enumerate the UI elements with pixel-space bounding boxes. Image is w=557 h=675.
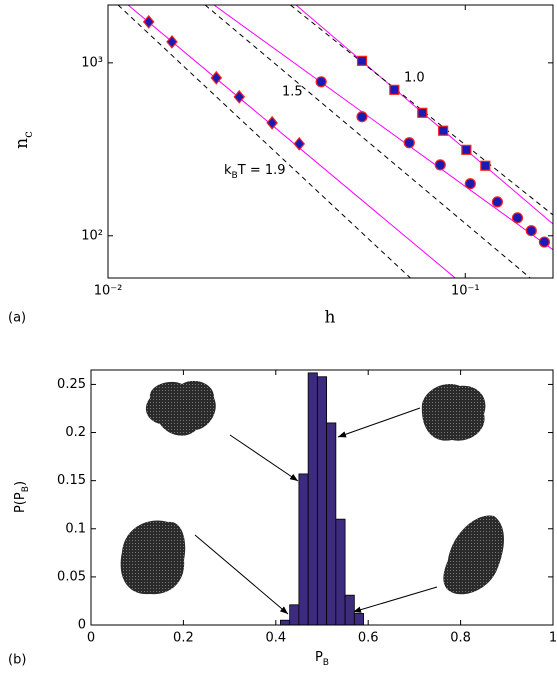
marker [166,34,178,49]
marker [464,178,476,190]
arrow [352,586,438,613]
annotation-part: T = 1.9 [237,163,286,178]
marker [525,225,537,237]
marker [417,107,428,118]
marker [511,212,524,224]
y-axis-label-part: c [21,131,35,138]
annotation-part: B [232,171,238,181]
y-axis-label-part: n [12,138,32,149]
x-tick-label: 1 [549,631,557,646]
annotation: kBT = 1.9 [224,163,286,181]
plot-area [117,5,553,278]
marker [266,115,278,130]
bar [326,422,337,625]
marker [461,144,472,155]
y-tick-label: 0.1 [65,521,86,536]
bar [353,613,364,625]
fit-line [204,5,531,278]
marker [293,136,306,151]
panel-label: (b) [8,653,26,668]
marker [389,84,400,95]
cluster-images [120,380,504,615]
marker [233,89,246,104]
axes-box [107,4,554,279]
bar [280,619,291,625]
y-axis-label-part: P(P [13,492,28,513]
x-tick-label: 0 [87,631,95,646]
plot-area [280,372,364,625]
cluster [145,380,216,436]
marker [356,55,368,66]
x-tick-label: 0.2 [173,631,194,646]
fit-line [127,5,456,278]
bar [316,376,328,625]
x-axis-label: PB [315,650,329,668]
x-axis-label-part: P [315,650,323,665]
arrow [229,434,299,482]
x-tick-label: 0.4 [265,631,286,646]
y-tick-label: 0.2 [65,425,86,440]
marker [356,111,368,123]
marker [315,76,327,88]
x-tick-label: 0.6 [358,631,379,646]
y-tick-label: 0.15 [57,473,86,488]
bar [298,473,309,625]
y-axis-label: nc [12,131,36,149]
y-tick-label: 10³ [81,55,103,70]
arrow [337,407,421,438]
y-axis-label: P(PB) [13,481,31,513]
marker [210,70,223,85]
cluster [443,515,504,595]
fit-line [213,5,553,251]
panel-label: (a) [8,311,26,326]
y-tick-label: 0 [78,618,86,633]
fit-line [117,5,411,278]
marker [434,159,446,171]
y-tick-label: 10² [81,228,103,243]
annotation: 1.0 [404,71,425,86]
x-axis-label: h [325,308,336,328]
x-tick-label: 0.8 [450,631,471,646]
cluster [120,520,186,595]
axes-box [90,369,554,626]
annotation-part: k [224,163,232,178]
y-axis-label-part: B [21,486,31,492]
bar [344,594,355,625]
bar [307,372,318,625]
bar [289,604,300,625]
marker [480,160,491,171]
marker [438,125,449,136]
marker [142,14,155,29]
y-tick-label: 0.25 [57,377,86,392]
arrow [194,534,289,615]
marker [403,137,415,149]
x-tick-label: 10⁻¹ [451,284,480,299]
y-tick-label: 0.05 [57,569,86,584]
fit-line [290,5,553,216]
marker [491,196,504,208]
annotation: 1.5 [282,85,303,100]
bar [335,518,346,625]
x-tick-label: 10⁻² [94,284,123,299]
y-axis-label-part: ) [13,481,28,486]
cluster [421,384,486,441]
x-axis-label-part: B [323,658,329,668]
marker [538,236,550,248]
